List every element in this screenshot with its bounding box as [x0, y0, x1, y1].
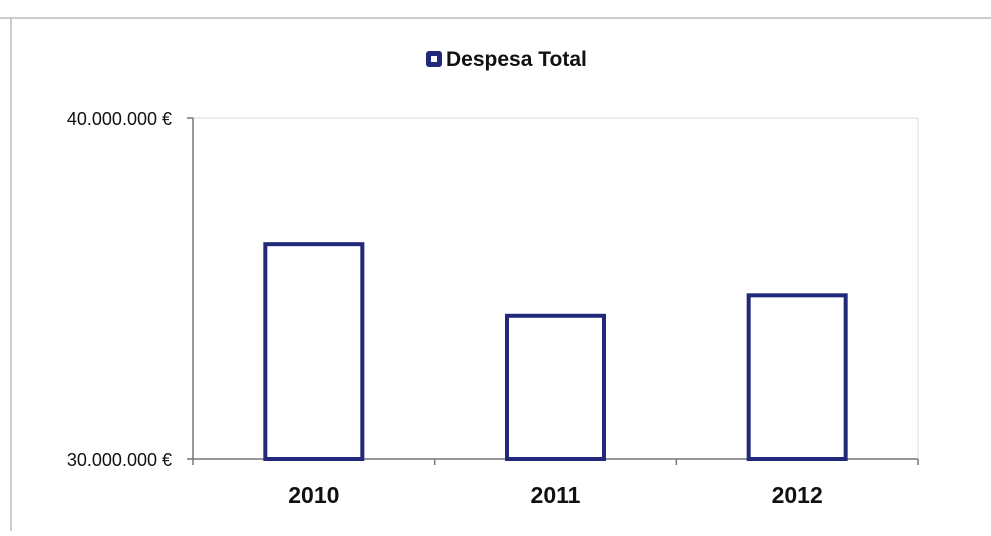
- x-tick-label: 2011: [531, 482, 581, 508]
- legend-swatch-inner: [431, 56, 437, 62]
- legend-label: Despesa Total: [446, 48, 587, 71]
- bar-2011: [505, 313, 606, 461]
- y-ticks: [187, 117, 193, 460]
- x-tick-label: 2010: [288, 482, 339, 508]
- bars: [263, 242, 848, 461]
- y-tick-label: 30.000.000 €: [67, 450, 172, 470]
- x-tick-label: 2012: [772, 482, 823, 508]
- y-tick-label: 40.000.000 €: [67, 109, 172, 129]
- plot-area: 2010 2011 2012 30.000.000 € 40.000.000 €: [67, 109, 919, 508]
- legend: Despesa Total: [426, 48, 587, 71]
- x-tick-labels: 2010 2011 2012: [288, 482, 823, 508]
- bar-2012: [746, 293, 848, 461]
- x-ticks: [192, 459, 919, 465]
- y-tick-labels: 30.000.000 € 40.000.000 €: [67, 109, 172, 470]
- bar-2010: [263, 242, 365, 461]
